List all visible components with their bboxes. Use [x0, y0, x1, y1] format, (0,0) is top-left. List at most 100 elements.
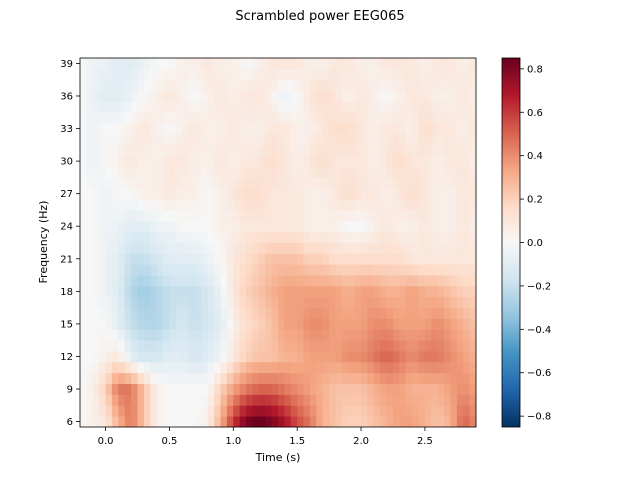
heatmap-cell — [309, 231, 317, 243]
heatmap-cell — [469, 112, 477, 124]
heatmap-cell — [380, 220, 387, 233]
heatmap-cell — [271, 112, 279, 124]
heatmap-cell — [131, 394, 138, 406]
heatmap-cell — [207, 318, 215, 330]
heatmap-cell — [322, 361, 330, 374]
heatmap-cell — [92, 318, 100, 330]
heatmap-cell — [373, 58, 381, 70]
heatmap-cell — [348, 231, 356, 243]
heatmap-cell — [220, 253, 228, 265]
heatmap-cell — [399, 275, 407, 287]
heatmap-cell — [143, 340, 151, 352]
heatmap-cell — [322, 133, 330, 146]
heatmap-cell — [233, 79, 241, 91]
heatmap-cell — [348, 79, 356, 91]
heatmap-cell — [444, 361, 451, 374]
heatmap-cell — [239, 416, 247, 428]
heatmap-cell — [169, 231, 177, 243]
heatmap-cell — [207, 209, 215, 222]
heatmap-cell — [207, 275, 215, 287]
heatmap-cell — [201, 340, 209, 352]
heatmap-cell — [405, 112, 413, 124]
heatmap-cell — [418, 416, 426, 428]
heatmap-cell — [182, 285, 189, 298]
heatmap-cell — [156, 58, 164, 70]
heatmap-cell — [194, 318, 202, 330]
heatmap-cell — [284, 155, 292, 167]
heatmap-cell — [284, 275, 292, 287]
heatmap-cell — [150, 242, 158, 254]
heatmap-cell — [367, 79, 375, 91]
heatmap-cell — [463, 209, 471, 222]
y-tick-label: 33 — [60, 124, 73, 135]
heatmap-cell — [105, 285, 113, 298]
heatmap-cell — [278, 275, 285, 287]
heatmap-cell — [399, 264, 407, 276]
heatmap-cell — [92, 112, 100, 124]
heatmap-cell — [399, 383, 407, 395]
heatmap-cell — [463, 405, 471, 417]
heatmap-cell — [354, 199, 362, 211]
heatmap-cell — [99, 307, 106, 319]
heatmap-cell — [92, 264, 100, 276]
heatmap-cell — [169, 361, 177, 374]
heatmap-cell — [233, 361, 241, 374]
heatmap-cell — [329, 188, 336, 200]
heatmap-cell — [86, 209, 94, 222]
heatmap-cell — [118, 405, 126, 417]
heatmap-cell — [322, 79, 330, 91]
heatmap-cell — [220, 394, 228, 406]
heatmap-cell — [424, 416, 432, 428]
heatmap-cell — [297, 79, 304, 91]
heatmap-cell — [131, 209, 138, 222]
heatmap-cell — [188, 329, 196, 341]
heatmap-cell — [469, 220, 477, 233]
heatmap-cell — [143, 79, 151, 91]
heatmap-cell — [335, 188, 343, 200]
colorbar-ticks: 0.80.60.40.20.0−0.2−0.4−0.6−0.8 — [520, 64, 551, 423]
heatmap-cell — [163, 209, 170, 222]
heatmap-cell — [194, 112, 202, 124]
heatmap-cell — [431, 253, 439, 265]
heatmap-cell — [124, 296, 132, 309]
heatmap-cell — [252, 264, 260, 276]
heatmap-cell — [188, 188, 196, 200]
heatmap-cell — [252, 372, 260, 384]
heatmap-cell — [131, 351, 138, 363]
heatmap-cell — [92, 68, 100, 81]
heatmap-cell — [437, 209, 445, 222]
heatmap-cell — [118, 372, 126, 384]
heatmap-cell — [278, 123, 285, 135]
heatmap-cell — [367, 58, 375, 70]
heatmap-cell — [86, 177, 94, 189]
heatmap-cell — [316, 231, 324, 243]
plot-frame — [79, 57, 477, 428]
heatmap-cell — [303, 318, 311, 330]
heatmap-cell — [329, 275, 336, 287]
heatmap-cell — [386, 296, 394, 309]
heatmap-cell — [361, 209, 368, 222]
heatmap-cell — [297, 188, 304, 200]
heatmap-cell — [278, 220, 285, 233]
heatmap-cell — [450, 177, 458, 189]
heatmap-cell — [405, 166, 413, 178]
heatmap-cell — [361, 68, 368, 81]
heatmap-cell — [246, 296, 253, 309]
heatmap-cell — [329, 199, 336, 211]
heatmap-cell — [143, 166, 151, 178]
heatmap-cell — [373, 101, 381, 113]
heatmap-cell — [284, 166, 292, 178]
heatmap-cell — [156, 318, 164, 330]
heatmap-cell — [118, 90, 126, 102]
heatmap-cell — [220, 351, 228, 363]
heatmap-cell — [156, 264, 164, 276]
heatmap-cell — [341, 58, 349, 70]
heatmap-cell — [405, 296, 413, 309]
heatmap-cell — [290, 264, 298, 276]
heatmap-cell — [86, 340, 94, 352]
heatmap-cell — [124, 133, 132, 146]
heatmap-cell — [182, 307, 189, 319]
heatmap-cell — [105, 340, 113, 352]
heatmap-cell — [412, 79, 419, 91]
heatmap-cell — [309, 416, 317, 428]
